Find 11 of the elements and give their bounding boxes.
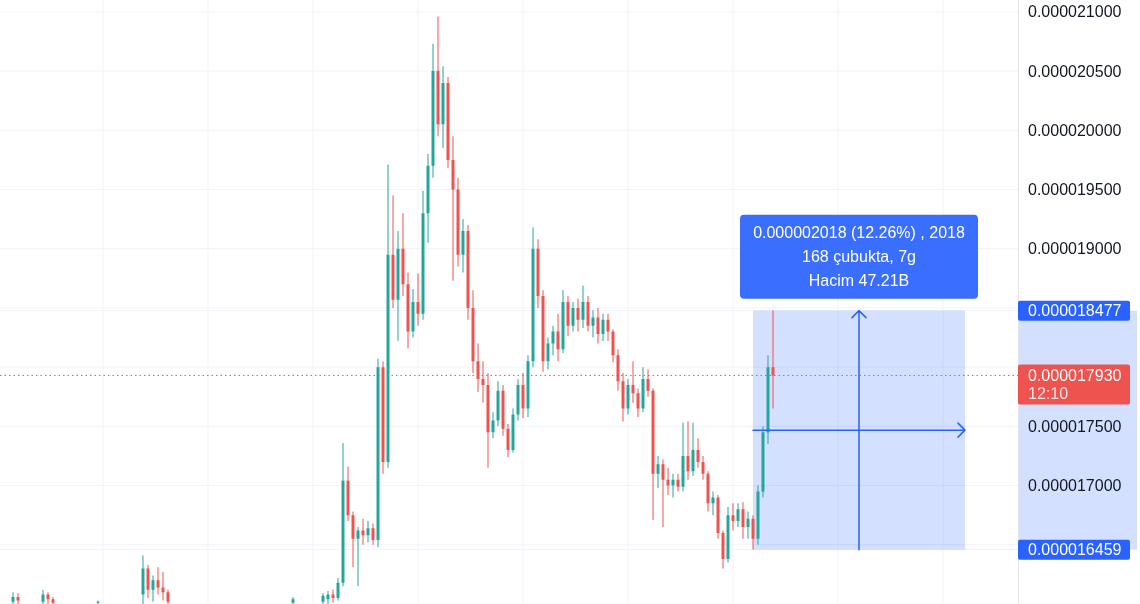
y-tick-label: 0.000016459	[1028, 541, 1122, 559]
y-tick-label: 0.000020000	[1028, 121, 1122, 139]
band-label: 0.000002018 (12.26%) , 2018 168 çubukta, 7g Hacim 47.21B	[753, 224, 965, 290]
y-tick-label: 0.000019500	[1028, 180, 1122, 198]
y-tick-label: 0.000017500	[1028, 417, 1122, 435]
y-tick-label: 0.000018477	[1028, 302, 1122, 320]
y-tick-label: 0.000017000	[1028, 477, 1122, 495]
y-tick-label: 0.000020500	[1028, 62, 1122, 80]
ref-line-label: 0.000017930 12:10	[1028, 366, 1122, 402]
y-tick-label: 0.000021000	[1028, 3, 1122, 21]
y-tick-label: 0.000019000	[1028, 240, 1122, 258]
